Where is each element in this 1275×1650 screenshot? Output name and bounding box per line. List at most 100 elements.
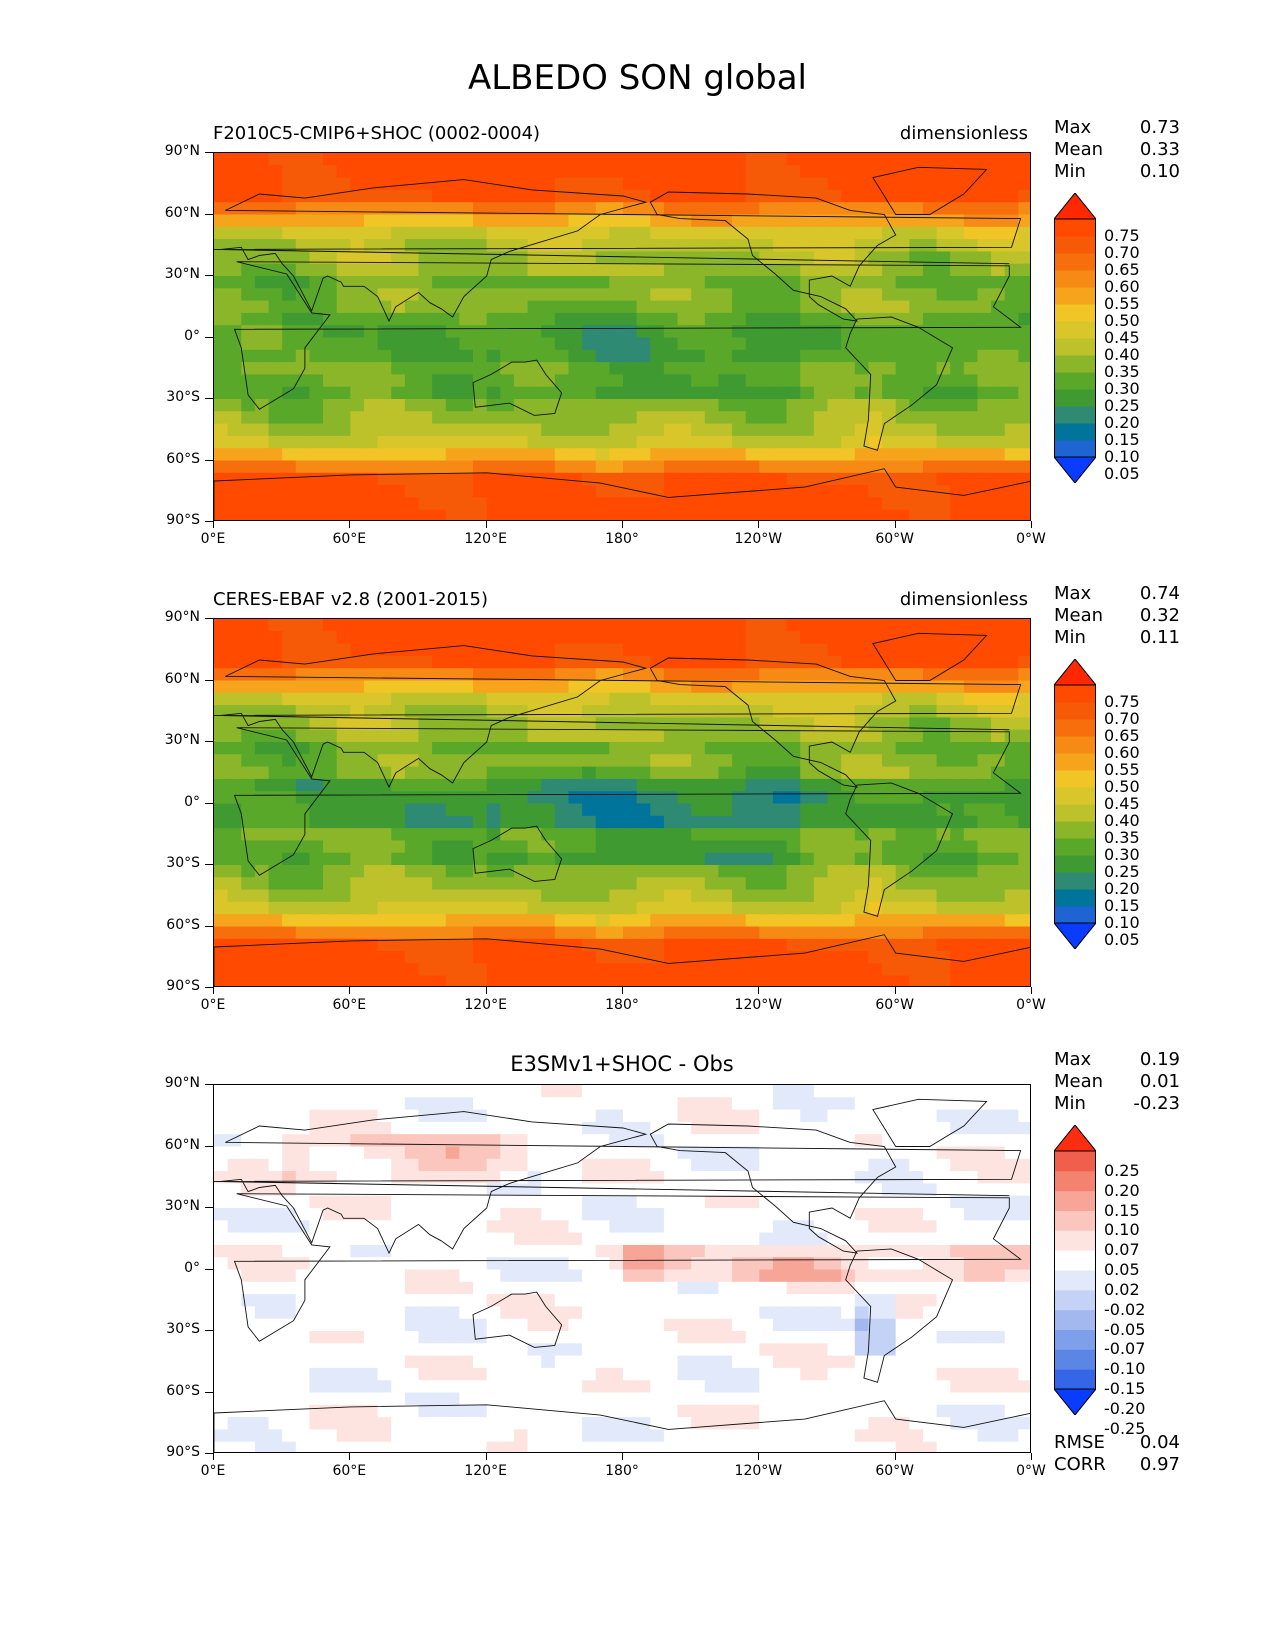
lon-tick-label: 60°E xyxy=(332,997,367,1013)
colorbar-tick-label: 0.10 xyxy=(1104,1220,1140,1240)
colorbar-tick-label: -0.10 xyxy=(1104,1359,1146,1379)
lon-tick-mark xyxy=(894,987,896,994)
stat-max-label: Max xyxy=(1054,117,1092,138)
lon-tick-mark xyxy=(213,987,214,994)
colorbar-tick-label: 0.05 xyxy=(1104,1260,1140,1279)
colorbar-segment xyxy=(1054,389,1096,407)
colorbar-tick-label: 0.30 xyxy=(1104,379,1140,398)
colorbar-tick-label: 0.40 xyxy=(1104,345,1140,364)
lon-tick-mark xyxy=(758,987,760,994)
colorbar-segment xyxy=(1054,270,1096,288)
stat-mean-label: Mean xyxy=(1054,1071,1104,1092)
colorbar-segment xyxy=(1054,1151,1096,1172)
coastline xyxy=(845,782,954,917)
map-diff-albedo xyxy=(213,1084,1031,1453)
lon-tick-label: 180° xyxy=(605,531,639,547)
colorbar-segment xyxy=(1054,1329,1096,1350)
lat-tick-label: 30°S xyxy=(166,855,200,871)
lat-tick-mark xyxy=(205,1084,213,1085)
colorbar-tick-label: 0.60 xyxy=(1104,277,1140,296)
lon-tick-label: 180° xyxy=(605,1463,639,1479)
colorbar-tick-label: 0.05 xyxy=(1104,464,1140,483)
colorbar-tick-label: 0.70 xyxy=(1104,243,1140,262)
lat-tick-label: 30°S xyxy=(166,389,200,405)
lon-tick-mark xyxy=(213,1453,214,1460)
corr-value: 0.97 xyxy=(1139,1454,1180,1475)
lon-tick-label: 0°W xyxy=(1016,531,1046,547)
lon-tick-label: 60°E xyxy=(332,531,367,547)
lat-tick-label: 60°S xyxy=(166,450,200,467)
colorbar-obs xyxy=(1054,659,1096,949)
lon-tick-mark xyxy=(349,521,351,528)
lat-tick-mark xyxy=(205,398,213,399)
colorbar-segment xyxy=(1054,719,1096,737)
panel-units: dimensionless xyxy=(899,123,1028,144)
colorbar-segment xyxy=(1054,702,1096,720)
colorbar-segment xyxy=(1054,1369,1096,1390)
coastline xyxy=(845,316,954,451)
lon-tick-label: 180° xyxy=(605,997,639,1013)
lat-tick-mark xyxy=(205,679,213,681)
coastline xyxy=(649,1123,897,1254)
colorbar-segment xyxy=(1054,253,1096,271)
lat-tick-mark xyxy=(205,213,213,215)
colorbar-tick-label: 0.25 xyxy=(1104,396,1140,415)
colorbar-segment xyxy=(1054,821,1096,839)
lat-tick-label: 90°N xyxy=(164,143,200,159)
lat-tick-label: 0° xyxy=(184,1259,200,1276)
stat-min-value: -0.23 xyxy=(1133,1093,1180,1114)
lat-tick-label: 0° xyxy=(184,327,200,344)
colorbar-tick-label: 0.40 xyxy=(1104,811,1140,830)
map-field xyxy=(214,619,1030,986)
colorbar-segment xyxy=(1054,1170,1096,1192)
lat-tick-label: 90°S xyxy=(166,1444,200,1460)
colorbar-segment xyxy=(1054,906,1096,924)
colorbar-tick-label: 0.75 xyxy=(1104,226,1140,245)
coastline xyxy=(214,468,1030,520)
colorbar-tick-label: 0.25 xyxy=(1104,862,1140,881)
lon-tick-label: 120°W xyxy=(734,1463,783,1479)
lat-tick-label: 60°N xyxy=(164,204,200,221)
lat-tick-label: 90°N xyxy=(164,1075,200,1091)
colorbar-tick-label: 0.75 xyxy=(1104,692,1140,711)
lat-tick-mark xyxy=(205,1268,213,1270)
lon-tick-mark xyxy=(622,521,623,528)
lon-tick-mark xyxy=(485,521,487,528)
lat-tick-label: 60°N xyxy=(164,670,200,687)
colorbar-segment xyxy=(1054,1270,1096,1291)
lon-tick-mark xyxy=(622,987,623,994)
coastline xyxy=(649,191,897,322)
colorbar-segment xyxy=(1054,423,1096,441)
stat-max-value: 0.74 xyxy=(1139,583,1180,604)
lat-tick-label: 30°N xyxy=(164,1198,200,1214)
lon-tick-label: 60°W xyxy=(875,1463,914,1479)
panel-units: dimensionless xyxy=(899,589,1028,610)
colorbar-segment xyxy=(1054,406,1096,424)
colorbar-segment xyxy=(1054,855,1096,873)
lon-tick-mark xyxy=(213,521,214,528)
lat-tick-label: 90°S xyxy=(166,978,200,994)
colorbar-segment xyxy=(1054,1230,1096,1251)
coastline xyxy=(233,261,1022,410)
colorbar-segment xyxy=(1054,1190,1096,1211)
colorbar-tick-label: 0.07 xyxy=(1104,1240,1140,1260)
lon-tick-label: 0°E xyxy=(200,1463,226,1479)
lon-tick-mark xyxy=(758,1453,760,1460)
colorbar-tick-label: 0.20 xyxy=(1104,413,1140,432)
colorbar-tick-label: 0.55 xyxy=(1104,294,1140,313)
stat-min-value: 0.11 xyxy=(1139,627,1180,648)
stat-min-label: Min xyxy=(1054,1093,1086,1114)
colorbar-segment xyxy=(1054,287,1096,305)
panel-title-diff: E3SMv1+SHOC - Obs xyxy=(510,1052,734,1076)
colorbar-tick-label: 0.10 xyxy=(1104,913,1140,932)
coastline xyxy=(872,166,988,215)
colorbar-segment xyxy=(1054,838,1096,856)
coastline xyxy=(472,359,563,416)
lat-tick-mark xyxy=(205,741,213,742)
lat-tick-mark xyxy=(205,618,213,619)
colorbar-segment xyxy=(1054,770,1096,788)
lon-tick-label: 0°W xyxy=(1016,997,1046,1013)
colorbar-segment xyxy=(1054,889,1096,907)
lon-tick-mark xyxy=(894,521,896,528)
colorbar-tick-label: 0.20 xyxy=(1104,1180,1140,1200)
